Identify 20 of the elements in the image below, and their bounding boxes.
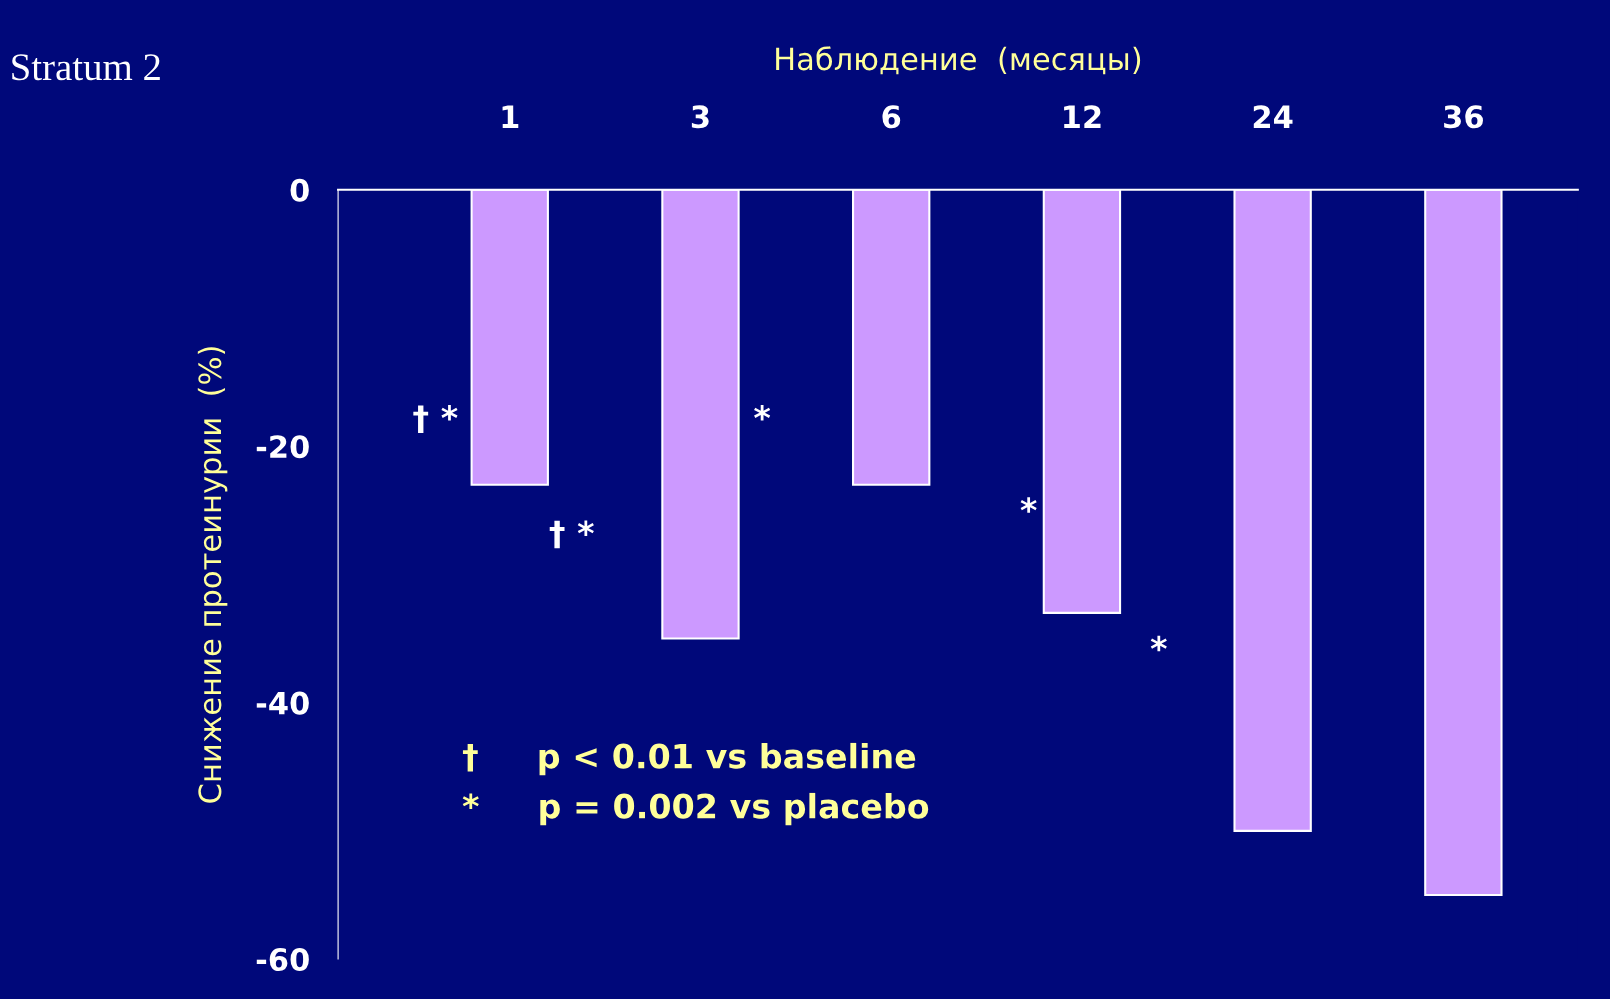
x-tick-label: 1 [502, 105, 519, 128]
x-tick-label: 12 [1064, 105, 1101, 128]
x-tick-label: 24 [1253, 105, 1293, 128]
annotation: † * [413, 405, 458, 433]
annotation: * [754, 405, 771, 421]
annotation: * [1020, 497, 1037, 513]
y-tick-label: -40 [256, 691, 309, 715]
x-axis-title: Наблюдение (месяцы) [776, 46, 1141, 75]
chart-title: Stratum 2 [12, 54, 160, 81]
y-tick-label: -20 [256, 435, 309, 459]
x-tick-label: 6 [882, 105, 901, 129]
annotation: * [1150, 635, 1167, 652]
y-tick-label: -60 [256, 947, 309, 972]
annotation: † p < 0.01 vs baseline [462, 742, 916, 776]
x-tick-label: 3 [691, 105, 709, 129]
y-axis-title: Снижение протеинурии (%) [197, 347, 228, 803]
annotation: * p = 0.002 vs placebo [462, 792, 929, 826]
annotation: † * [549, 520, 594, 549]
x-tick-label: 36 [1444, 105, 1483, 129]
y-tick-label: 0 [290, 178, 309, 202]
